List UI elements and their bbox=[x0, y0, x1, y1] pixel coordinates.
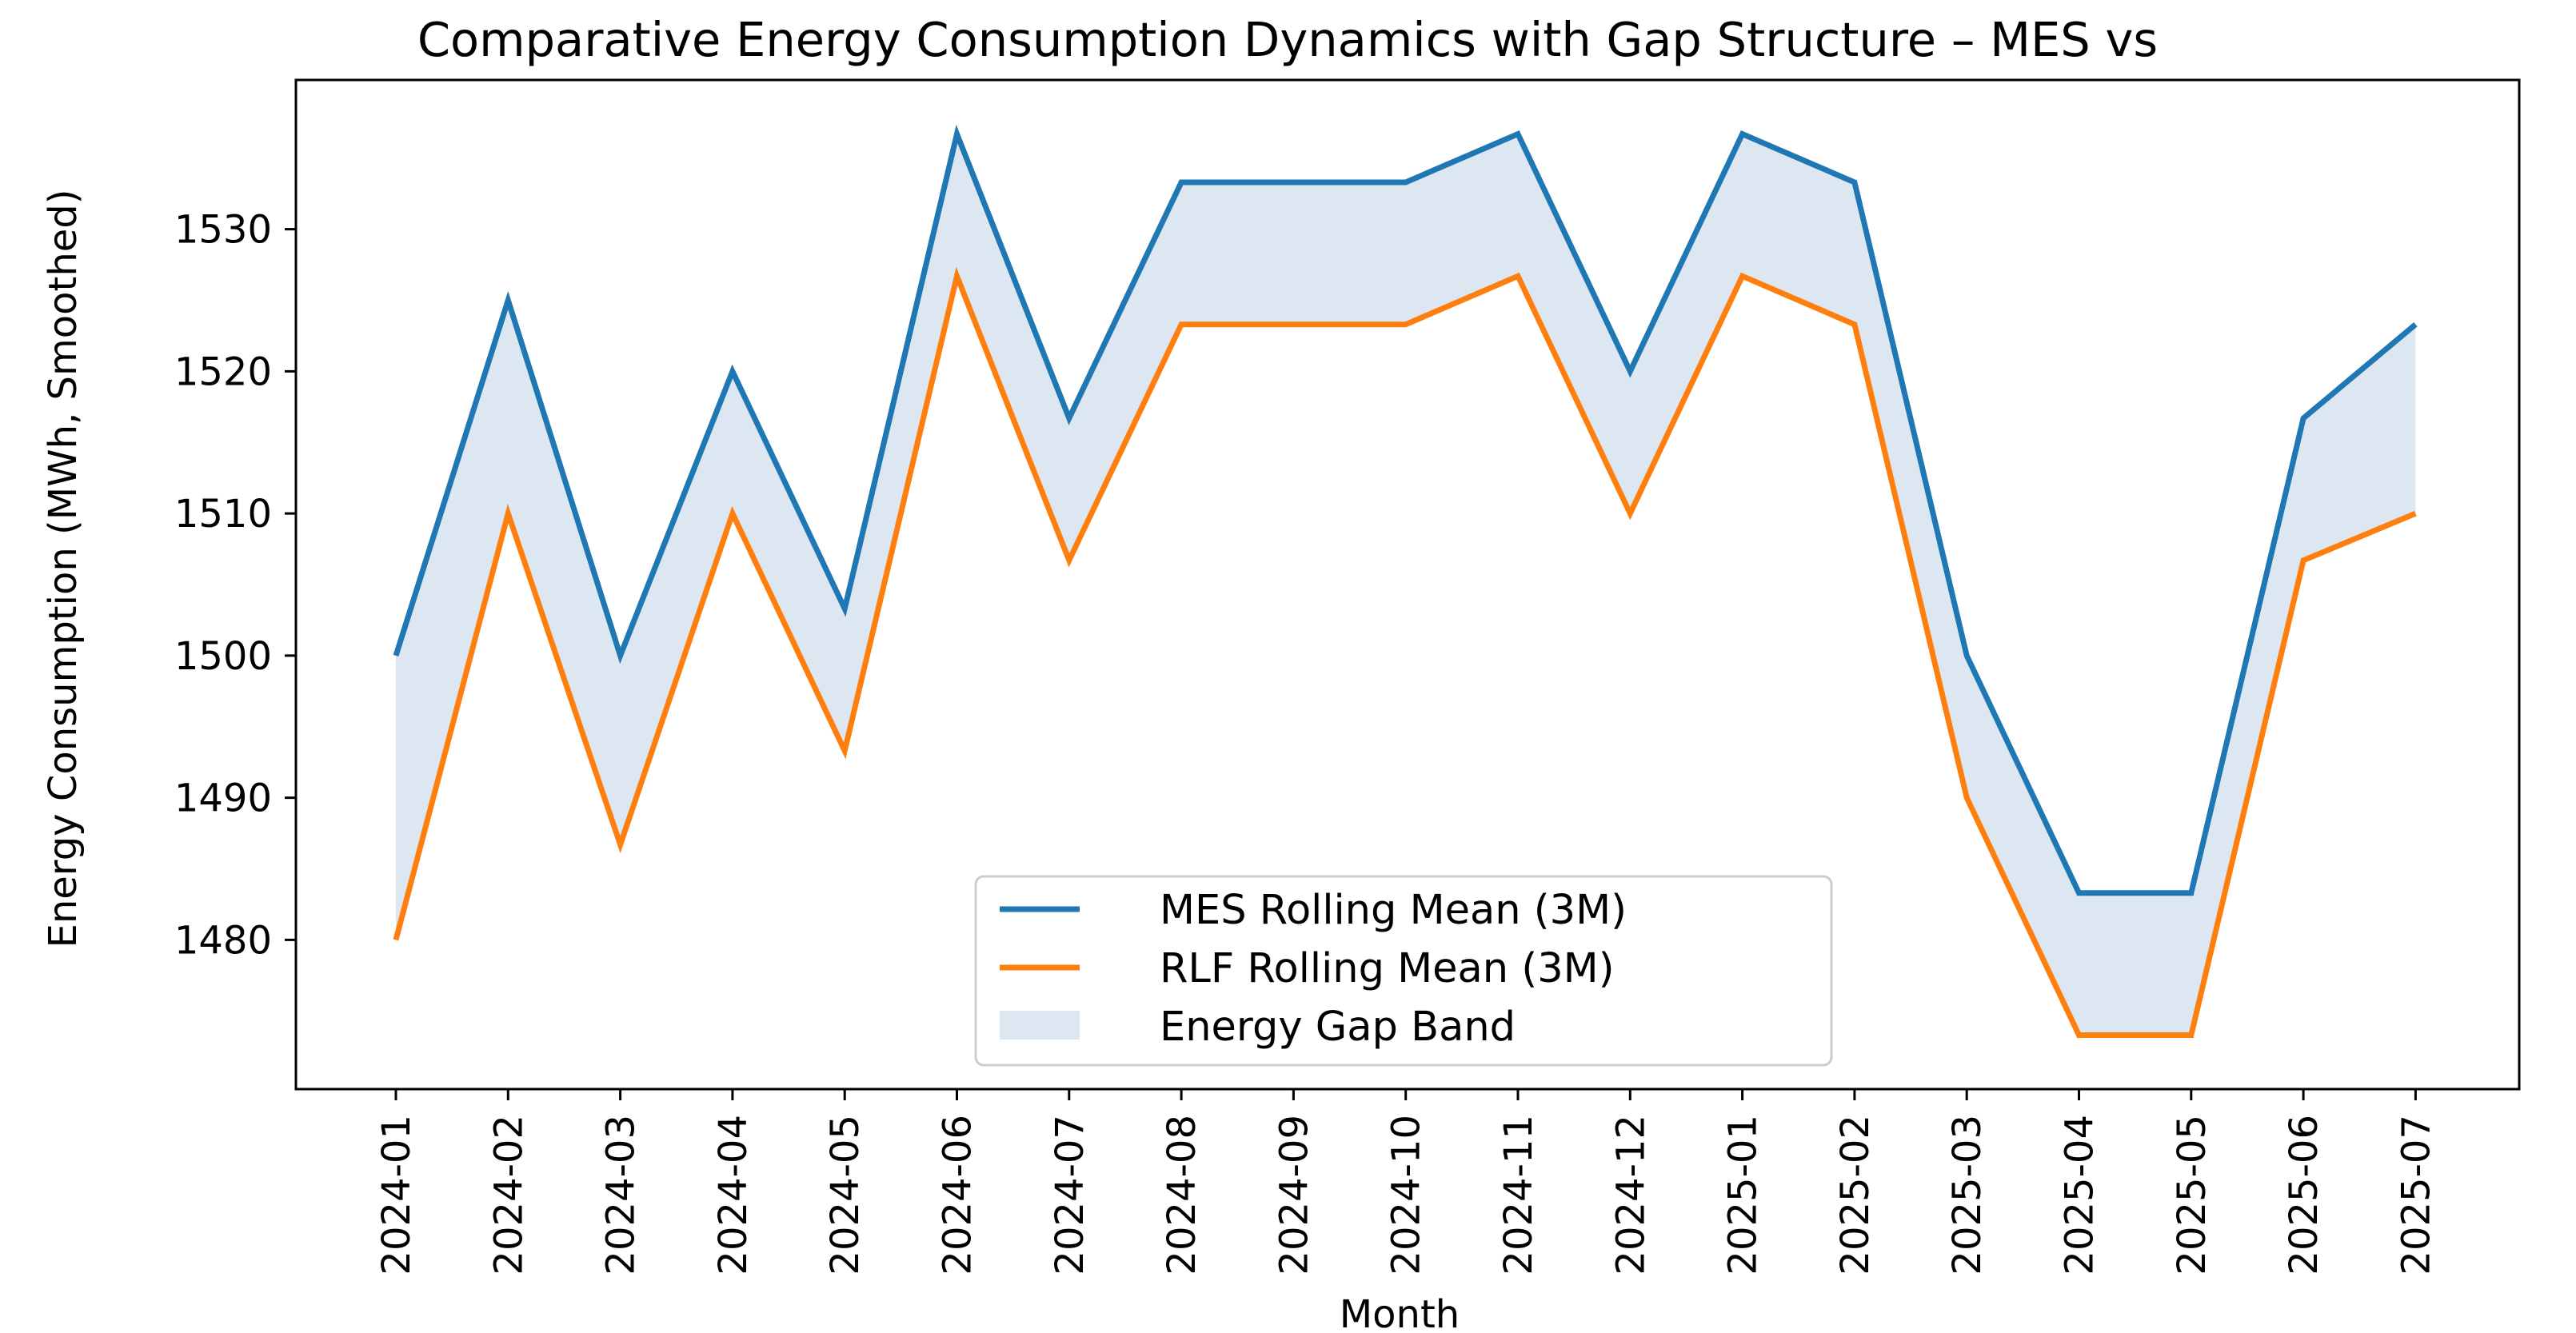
x-tick-label: 2024-06 bbox=[936, 1115, 980, 1275]
x-tick-label: 2025-02 bbox=[1833, 1115, 1878, 1275]
x-tick-label: 2025-01 bbox=[1721, 1115, 1766, 1275]
y-axis-label: Energy Consumption (MWh, Smoothed) bbox=[41, 190, 86, 948]
x-tick-label: 2024-10 bbox=[1384, 1115, 1429, 1275]
y-tick-label: 1520 bbox=[174, 349, 272, 394]
x-axis: 2024-01 2024-02 2024-03 2024-04 2024-05 2024-… bbox=[374, 1089, 2438, 1275]
x-tick-label: 2024-02 bbox=[486, 1115, 531, 1275]
y-tick-label: 1530 bbox=[174, 208, 272, 253]
x-tick-label: 2024-01 bbox=[374, 1115, 419, 1275]
x-tick-label: 2024-04 bbox=[711, 1115, 756, 1275]
legend-band-swatch bbox=[1000, 1011, 1080, 1040]
mes-series-line bbox=[393, 124, 2418, 896]
y-tick-label: 1490 bbox=[174, 776, 272, 821]
y-tick-label: 1500 bbox=[174, 634, 272, 679]
legend-rlf-label: RLF Rolling Mean (3M) bbox=[1160, 945, 1615, 992]
x-tick-label: 2025-05 bbox=[2170, 1115, 2215, 1275]
y-axis: 1480 1490 1500 1510 1520 1530 bbox=[174, 208, 296, 963]
x-tick-label: 2024-11 bbox=[1496, 1115, 1541, 1275]
x-tick-label: 2024-05 bbox=[823, 1115, 868, 1275]
x-tick-label: 2024-12 bbox=[1608, 1115, 1653, 1275]
x-tick-label: 2024-09 bbox=[1272, 1115, 1316, 1275]
x-tick-label: 2024-08 bbox=[1160, 1115, 1204, 1275]
legend: MES Rolling Mean (3M) RLF Rolling Mean (… bbox=[974, 875, 1833, 1067]
legend-mes-label: MES Rolling Mean (3M) bbox=[1160, 887, 1627, 934]
x-axis-label: Month bbox=[1340, 1292, 1460, 1333]
x-tick-label: 2025-04 bbox=[2058, 1115, 2103, 1275]
plot-area bbox=[294, 78, 2521, 1091]
rlf-series-line bbox=[393, 266, 2417, 1038]
legend-band-label: Energy Gap Band bbox=[1160, 1004, 1516, 1051]
legend-box bbox=[974, 875, 1833, 1067]
x-tick-label: 2025-07 bbox=[2394, 1115, 2438, 1275]
x-tick-label: 2025-06 bbox=[2282, 1115, 2326, 1275]
energy-gap-band bbox=[396, 134, 2416, 1036]
chart-title: Comparative Energy Consumption Dynamics … bbox=[417, 12, 2158, 67]
x-tick-label: 2024-07 bbox=[1048, 1115, 1092, 1275]
y-tick-label: 1480 bbox=[174, 918, 272, 963]
y-tick-label: 1510 bbox=[174, 492, 272, 537]
plot-frame bbox=[294, 78, 2521, 1091]
x-tick-label: 2024-03 bbox=[599, 1115, 644, 1275]
x-tick-label: 2025-03 bbox=[1945, 1115, 1990, 1275]
